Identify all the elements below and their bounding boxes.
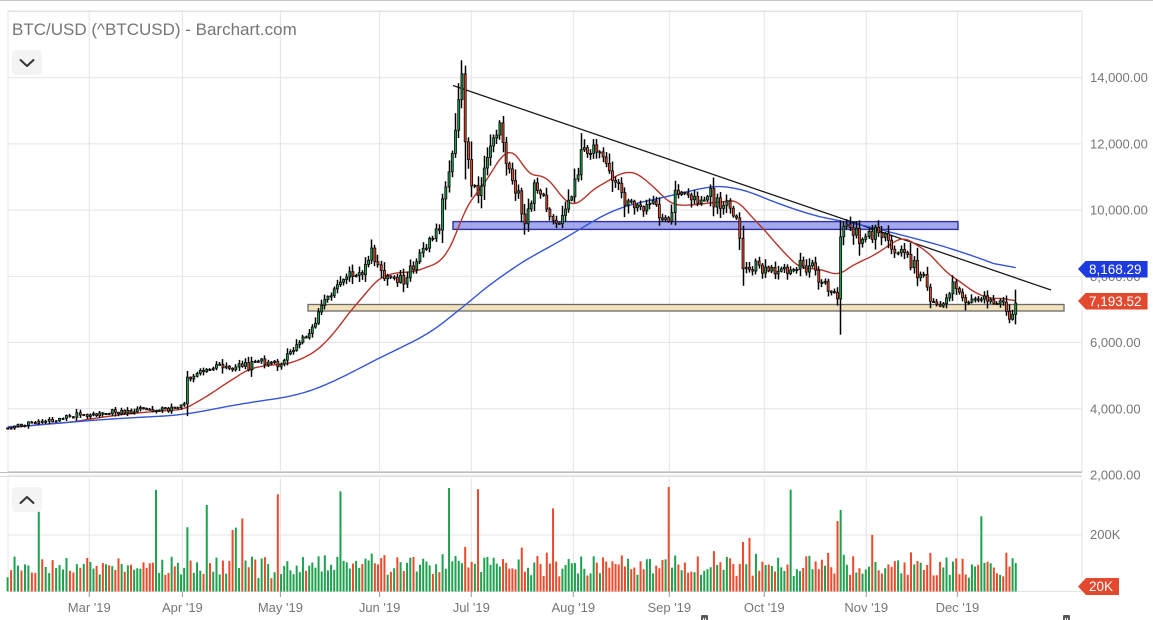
svg-text:Nov '19: Nov '19 <box>844 600 888 615</box>
svg-text:Jun '19: Jun '19 <box>359 600 401 615</box>
svg-text:May '19: May '19 <box>258 600 303 615</box>
svg-text:Apr '19: Apr '19 <box>162 600 203 615</box>
svg-text:Oct '19: Oct '19 <box>744 600 785 615</box>
svg-text:Sep '19: Sep '19 <box>647 600 691 615</box>
svg-text:Dec '19: Dec '19 <box>936 600 980 615</box>
svg-text:Aug '19: Aug '19 <box>551 600 595 615</box>
svg-text:Jul '19: Jul '19 <box>453 600 490 615</box>
svg-text:Mar '19: Mar '19 <box>68 600 111 615</box>
